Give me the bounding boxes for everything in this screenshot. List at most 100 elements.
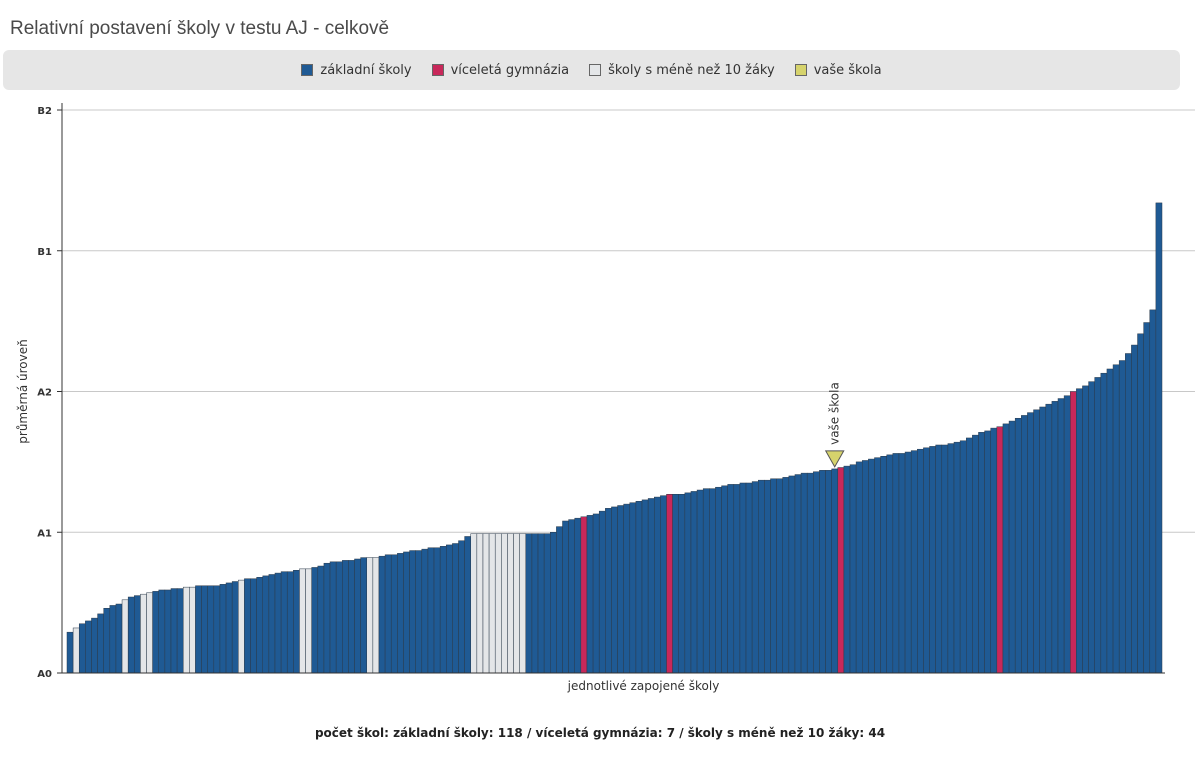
bar-school-89[interactable] (605, 508, 612, 674)
legend-item-gym[interactable]: víceletá gymnázia (431, 63, 569, 78)
bar-school-50[interactable] (366, 557, 374, 674)
bar-school-120[interactable] (794, 474, 802, 674)
bar-school-35[interactable] (274, 572, 282, 674)
bar-school-52[interactable] (378, 555, 386, 674)
bar-school-133[interactable] (874, 457, 881, 674)
bar-school-26[interactable] (219, 584, 227, 674)
bar-school-152[interactable] (990, 427, 998, 674)
bar-school-36[interactable] (280, 571, 288, 674)
bar-school-69[interactable] (482, 533, 490, 674)
legend-item-zs[interactable]: základní školy (301, 63, 412, 78)
bar-school-20[interactable] (182, 586, 190, 674)
bar-school-175[interactable] (1131, 344, 1138, 674)
legend-item-small[interactable]: školy s méně než 10 žáky (589, 63, 775, 78)
bar-school-78[interactable] (537, 533, 545, 674)
bar-school-30[interactable] (244, 578, 251, 674)
bar-school-101[interactable] (678, 494, 686, 674)
bar-school-132[interactable] (868, 458, 875, 674)
bar-school-79[interactable] (543, 533, 551, 674)
bar-school-168[interactable] (1088, 381, 1095, 674)
bar-school-149[interactable] (972, 434, 979, 674)
bar-school-31[interactable] (250, 578, 257, 674)
bar-school-19[interactable] (176, 588, 184, 674)
bar-school-2[interactable] (72, 627, 80, 674)
bar-school-8[interactable] (109, 605, 117, 674)
bar-school-59[interactable] (421, 548, 429, 674)
bar-school-114[interactable] (758, 479, 765, 674)
bar-school-155[interactable] (1008, 420, 1016, 674)
bar-school-159[interactable] (1033, 409, 1040, 674)
bar-school-75[interactable] (519, 533, 527, 674)
bar-school-165[interactable] (1069, 391, 1077, 674)
bar-school-22[interactable] (195, 585, 202, 674)
bar-school-66[interactable] (464, 536, 472, 674)
bar-school-156[interactable] (1014, 417, 1022, 674)
bar-school-16[interactable] (158, 589, 166, 674)
bar-school-112[interactable] (745, 482, 753, 674)
bar-school-48[interactable] (354, 558, 361, 674)
bar-school-21[interactable] (189, 586, 196, 674)
bar-school-134[interactable] (880, 456, 887, 674)
bar-school-70[interactable] (488, 533, 496, 674)
bar-school-158[interactable] (1027, 412, 1034, 674)
bar-school-98[interactable] (660, 495, 667, 674)
bar-school-121[interactable] (800, 472, 808, 674)
bar-school-160[interactable] (1039, 406, 1047, 674)
bar-school-138[interactable] (904, 451, 912, 674)
bar-school-34[interactable] (268, 574, 276, 674)
bar-school-176[interactable] (1137, 333, 1144, 674)
bar-school-100[interactable] (672, 494, 679, 674)
bar-school-99[interactable] (666, 494, 673, 674)
bar-school-153[interactable] (996, 426, 1004, 674)
bar-school-135[interactable] (886, 454, 894, 674)
bar-school-136[interactable] (892, 453, 900, 674)
bar-school-95[interactable] (641, 499, 649, 674)
bar-school-147[interactable] (959, 440, 967, 674)
bar-school-40[interactable] (305, 568, 312, 674)
bar-school-161[interactable] (1045, 403, 1053, 674)
bar-school-117[interactable] (776, 478, 783, 674)
bar-school-43[interactable] (323, 562, 331, 674)
bar-school-51[interactable] (372, 557, 380, 674)
bar-school-106[interactable] (709, 488, 716, 674)
bar-school-41[interactable] (311, 567, 319, 674)
bar-school-74[interactable] (513, 533, 520, 674)
bar-school-46[interactable] (342, 560, 349, 674)
bar-school-54[interactable] (390, 554, 398, 674)
bar-school-130[interactable] (855, 461, 863, 674)
bar-school-103[interactable] (690, 491, 698, 674)
bar-school-7[interactable] (103, 608, 111, 674)
bar-school-42[interactable] (317, 565, 325, 674)
bar-school-15[interactable] (152, 591, 160, 674)
bar-school-107[interactable] (715, 486, 722, 674)
bar-school-151[interactable] (984, 430, 991, 674)
bar-school-9[interactable] (115, 603, 123, 674)
bar-school-128[interactable] (843, 465, 851, 674)
bar-school-73[interactable] (507, 533, 514, 674)
bar-school-57[interactable] (409, 550, 416, 674)
bar-school-3[interactable] (78, 623, 86, 674)
bar-your-school[interactable] (831, 468, 839, 674)
bar-school-72[interactable] (501, 533, 508, 674)
bar-school-92[interactable] (623, 503, 631, 674)
bar-school-157[interactable] (1021, 415, 1028, 674)
bar-school-167[interactable] (1082, 385, 1089, 674)
bar-school-169[interactable] (1094, 377, 1102, 674)
bar-school-44[interactable] (329, 561, 337, 674)
bar-school-146[interactable] (953, 441, 961, 674)
bar-school-124[interactable] (819, 470, 826, 674)
bar-school-171[interactable] (1106, 368, 1114, 674)
bar-school-53[interactable] (384, 554, 392, 674)
bar-school-76[interactable] (525, 533, 533, 674)
bar-school-129[interactable] (849, 464, 857, 674)
bar-school-56[interactable] (403, 551, 410, 674)
bar-school-93[interactable] (629, 502, 637, 674)
bar-school-170[interactable] (1100, 372, 1108, 674)
bar-school-58[interactable] (415, 550, 423, 674)
bar-school-80[interactable] (550, 532, 557, 674)
bar-school-32[interactable] (256, 577, 264, 674)
bar-school-148[interactable] (966, 437, 973, 674)
bar-school-87[interactable] (592, 513, 600, 674)
bar-school-55[interactable] (397, 553, 404, 674)
bar-school-88[interactable] (598, 510, 606, 674)
